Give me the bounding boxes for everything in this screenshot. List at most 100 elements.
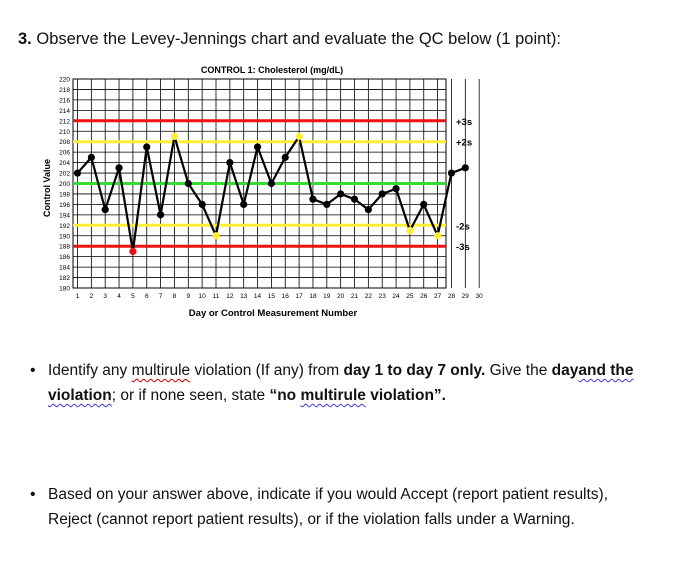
y-tick-label: 182	[59, 275, 70, 282]
data-point	[295, 132, 303, 141]
y-tick-label: 212	[59, 118, 70, 125]
y-tick-label: 200	[59, 181, 70, 188]
data-point	[240, 200, 248, 208]
data-point	[157, 211, 165, 219]
data-point	[364, 206, 372, 214]
control-line-label: +2s	[456, 138, 472, 149]
data-point	[226, 159, 234, 167]
tick-labels: 1801821841861881901921941961982002022042…	[59, 77, 483, 301]
y-tick-label: 190	[59, 233, 70, 240]
control-line-label: -3s	[456, 242, 470, 253]
y-tick-label: 208	[59, 139, 70, 146]
question-text: Observe the Levey-Jennings chart and eva…	[36, 30, 561, 48]
data-point	[378, 190, 386, 198]
y-tick-label: 216	[59, 97, 70, 104]
data-point	[267, 179, 275, 188]
data-point	[87, 153, 95, 161]
bullet-dot: •	[30, 362, 36, 379]
bullet-fragment: Give the	[485, 362, 552, 379]
y-tick-label: 204	[59, 160, 70, 167]
data-point	[420, 200, 428, 208]
x-tick-label: 23	[379, 293, 387, 300]
control-line-label: -2s	[456, 221, 470, 232]
question-number: 3.	[18, 30, 32, 48]
data-point	[281, 153, 289, 161]
x-tick-label: 21	[351, 293, 359, 300]
y-tick-label: 218	[59, 87, 70, 94]
x-tick-label: 3	[103, 293, 107, 300]
bullet-fragment: violation (If any) from	[190, 362, 344, 379]
data-point	[73, 169, 82, 177]
x-axis-label: Day or Control Measurement Number	[189, 308, 358, 319]
levey-jennings-chart: +3s+2s-2s-3s 180182184186188190192194196…	[42, 65, 483, 319]
data-point	[461, 164, 469, 172]
data-point	[170, 132, 179, 141]
y-tick-label: 198	[59, 191, 70, 198]
x-tick-label: 30	[476, 293, 484, 300]
data-point	[323, 200, 331, 208]
data-point	[115, 164, 123, 172]
y-tick-label: 196	[59, 202, 70, 209]
data-point	[129, 247, 137, 256]
data-point	[253, 143, 262, 151]
y-tick-label: 192	[59, 223, 70, 230]
x-tick-label: 17	[295, 293, 303, 300]
y-tick-label: 184	[59, 265, 70, 272]
y-tick-label: 194	[59, 212, 70, 219]
data-point	[434, 232, 442, 240]
x-tick-label: 22	[365, 293, 373, 300]
x-tick-label: 4	[117, 293, 121, 300]
x-tick-label: 25	[406, 293, 414, 300]
data-point	[143, 143, 151, 151]
bullet-fragment: Based on your answer above, indicate if …	[48, 486, 609, 528]
y-axis-label: Control Value	[42, 159, 52, 217]
data-point	[198, 200, 206, 208]
bullet-fragment: ;	[111, 387, 121, 404]
bullet-text: Based on your answer above, indicate if …	[48, 482, 648, 532]
y-tick-label: 202	[59, 171, 70, 178]
data-point	[406, 226, 414, 235]
x-tick-label: 5	[131, 293, 135, 300]
x-tick-label: 8	[173, 293, 177, 300]
x-tick-label: 16	[282, 293, 290, 300]
data-point	[309, 195, 317, 203]
x-tick-label: 1	[76, 293, 80, 300]
x-tick-label: 9	[186, 293, 190, 300]
y-tick-label: 210	[59, 129, 70, 136]
bullet-fragment: multirule	[300, 387, 366, 404]
data-point	[184, 179, 192, 188]
data-point	[447, 169, 456, 177]
x-tick-label: 13	[240, 293, 248, 300]
x-tick-label: 10	[199, 293, 207, 300]
y-tick-label: 186	[59, 254, 70, 261]
x-tick-label: 11	[213, 293, 220, 300]
x-tick-label: 18	[309, 293, 317, 300]
y-tick-label: 220	[59, 77, 70, 84]
x-tick-label: 19	[323, 293, 331, 300]
chart-title: CONTROL 1: Cholesterol (mg/dL)	[201, 65, 343, 75]
bullet-fragment: and the violation	[48, 362, 634, 404]
data-point	[101, 206, 109, 214]
x-tick-label: 15	[268, 293, 276, 300]
x-tick-label: 24	[392, 293, 400, 300]
data-point	[337, 190, 345, 198]
question-heading: 3. Observe the Levey-Jennings chart and …	[18, 30, 561, 49]
y-tick-label: 180	[59, 286, 70, 293]
x-tick-label: 28	[448, 293, 456, 300]
bullet-item-1: • Identify any multirule violation (If a…	[30, 358, 648, 408]
y-tick-label: 214	[59, 108, 70, 115]
x-tick-label: 20	[337, 293, 345, 300]
data-point	[212, 232, 220, 240]
bullet-fragment: day 1 to day 7 only.	[343, 362, 486, 379]
bullet-fragment: day	[551, 362, 579, 379]
y-tick-label: 188	[59, 244, 70, 251]
data-point	[350, 195, 359, 203]
x-tick-label: 6	[145, 293, 149, 300]
x-tick-label: 27	[434, 293, 442, 300]
bullet-fragment: Identify any	[48, 362, 132, 379]
bullet-item-2: • Based on your answer above, indicate i…	[30, 482, 648, 532]
control-line-label: +3s	[456, 117, 472, 128]
bullet-text: Identify any multirule violation (If any…	[48, 358, 648, 408]
x-tick-label: 26	[420, 293, 428, 300]
x-tick-label: 14	[254, 293, 262, 300]
